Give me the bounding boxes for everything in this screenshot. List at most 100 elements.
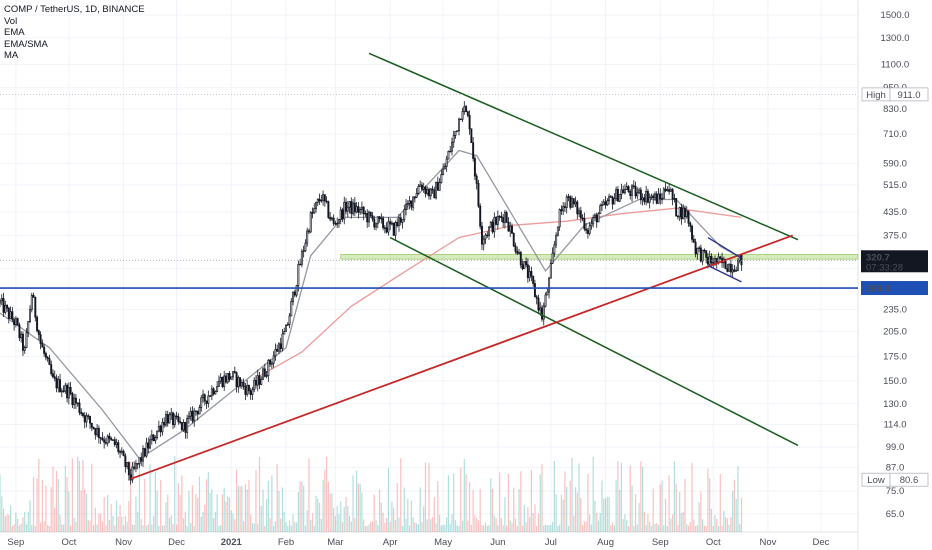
volume-bar [520,471,522,532]
volume-bar [589,514,591,532]
volume-bar [529,517,531,532]
volume-bar [410,500,412,532]
candle-body [304,242,307,252]
legend-indicator-ema-sma[interactable]: EMA/SMA [4,38,48,50]
candle-body [138,457,141,464]
volume-bar [694,525,697,532]
volume-bar [387,467,390,532]
candle-body [60,390,63,393]
candle-body [366,213,369,223]
volume-bar [444,525,446,532]
candle-body [703,249,706,252]
candle-body [30,294,33,311]
volume-bar [156,490,158,532]
volume-bar [311,513,314,532]
volume-bar [442,524,444,532]
candle-body [639,189,642,201]
candle-body [69,387,72,394]
chart-legend: COMP / TetherUS, 1D, BINANCE Vol EMA EMA… [4,4,145,62]
candle-body [189,410,192,417]
candle-body [535,296,538,299]
candle-body [636,192,639,197]
candle-body [528,271,531,279]
candle-body [555,234,558,246]
ma-slow-line [255,207,742,379]
legend-indicator-ma[interactable]: MA [4,50,19,61]
low-tag-label: Low [867,475,885,486]
volume-bar [246,489,248,532]
legend-symbol[interactable]: COMP / TetherUS, 1D, BINANCE [4,4,145,15]
volume-bar [539,474,541,532]
volume-bar [389,522,391,532]
candle-body [309,212,312,233]
candle-body [556,226,559,236]
candle-body [521,264,524,270]
candle-body [214,391,217,395]
candle-body [274,348,277,357]
candle-body [480,225,483,245]
x-tick-label: Sep [7,537,24,548]
volume-bar [732,490,734,532]
volume-bar [509,520,511,532]
candle-body [533,283,536,298]
candle-body [516,250,519,254]
candle-body [532,275,535,284]
volume-bar [679,491,681,532]
candle-body [23,347,26,351]
volume-bar [92,525,95,532]
volume-bar [253,523,255,532]
volume-bar [258,456,261,532]
y-tick-label: 1500.0 [880,10,909,21]
volume-bar [474,514,476,532]
candle-body [373,218,376,228]
x-tick-label: Aug [597,537,614,548]
candle-body [375,223,378,228]
candle-body [491,221,494,233]
candle-body [419,184,422,187]
volume-bar [193,525,195,532]
volume-bar [15,512,17,532]
legend-indicator-vol[interactable]: Vol [4,15,18,27]
candle-body [152,434,155,442]
volume-bar [69,525,72,532]
candle-body [177,416,180,422]
volume-bar [401,525,404,532]
candle-body [198,407,201,415]
volume-bar [495,518,497,532]
candle-body [662,188,665,199]
volume-bar [4,516,6,532]
candle-body [371,215,374,220]
candle-body [458,118,460,132]
volume-bar [479,488,481,532]
volume-bar [500,517,503,532]
candle-body [357,206,360,213]
volume-bar [273,525,275,532]
volume-bar [190,522,192,532]
candle-body [134,463,137,469]
candle-body [443,166,446,170]
volume-bar [705,525,707,532]
y-tick-label: 114.0 [883,420,906,431]
volume-bar [304,525,307,532]
volume-bar [20,523,22,532]
volume-bar [45,485,47,532]
volume-bar [483,525,485,532]
volume-bar [664,498,667,532]
volume-bar [340,501,342,532]
candle-body [664,188,667,192]
candle-body [364,213,367,215]
candle-body [281,333,284,349]
volume-bar [218,525,220,532]
volume-bar [686,524,688,532]
candle-body [126,462,129,467]
volume-bar [460,467,462,532]
volume-bar [281,487,284,532]
legend-indicator-ema[interactable]: EMA [4,27,25,38]
candle-body [523,261,526,270]
candle-body [285,324,287,332]
volume-bar [371,521,374,532]
candle-body [468,115,471,130]
candle-body [193,410,196,422]
